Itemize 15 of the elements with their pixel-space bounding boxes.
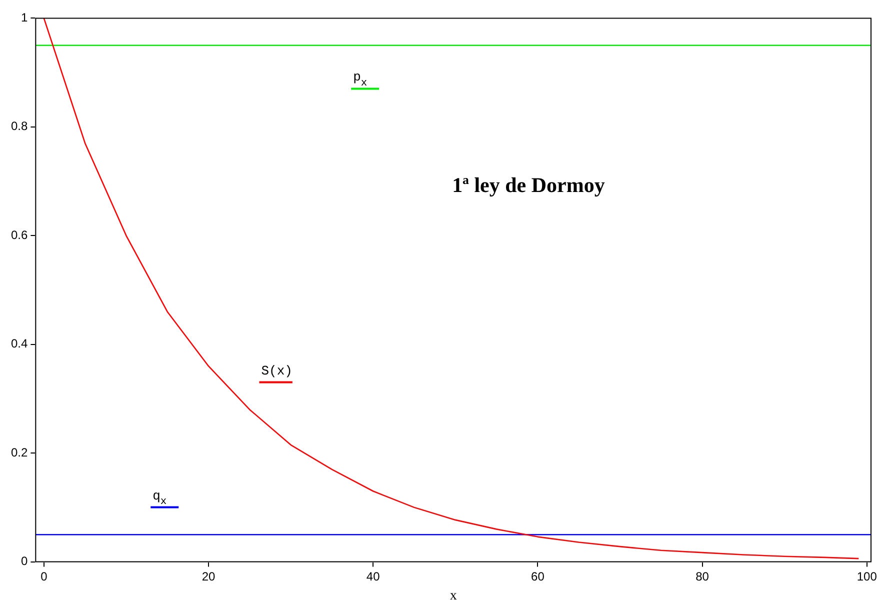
- x-tick-label: 0: [40, 569, 48, 584]
- y-tick-label: 0.8: [10, 119, 28, 134]
- y-tick-label: 0.2: [10, 445, 28, 460]
- y-tick-label: 0.4: [10, 336, 28, 351]
- x-tick-label: 20: [202, 569, 216, 584]
- x-tick-label: 80: [696, 569, 710, 584]
- x-tick-label: 60: [531, 569, 545, 584]
- text: 1ª ley de Dormoy: [452, 173, 606, 198]
- x-tick-label: 40: [366, 569, 380, 584]
- y-tick-label: 0.6: [10, 228, 28, 242]
- y-tick-label: 0: [20, 554, 28, 568]
- x-axis-title: x: [450, 588, 457, 604]
- x-tick-label: 100: [856, 569, 878, 584]
- text: S(x): [261, 363, 292, 378]
- y-tick-label: 1: [20, 10, 28, 25]
